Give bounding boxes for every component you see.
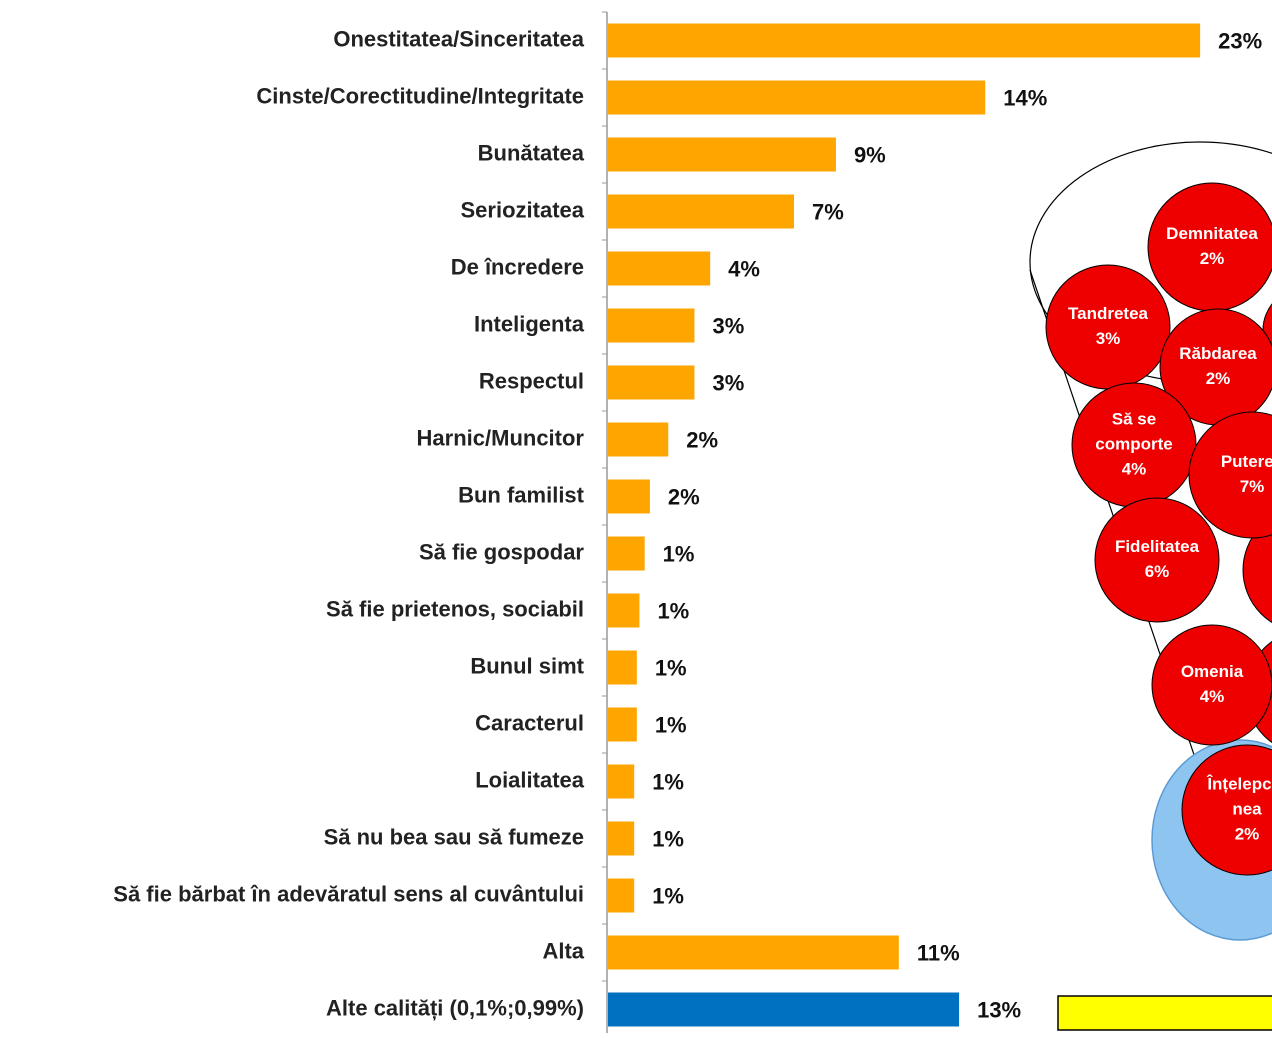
category-label: Să fie gospodar xyxy=(419,539,584,564)
bubble-label: Fidelitatea xyxy=(1115,537,1200,556)
bubble-label: 2% xyxy=(1206,369,1231,388)
bubble xyxy=(1046,265,1170,389)
category-label: Să fie prietenos, sociabil xyxy=(326,596,584,621)
bubble-label: 7% xyxy=(1240,477,1265,496)
bar xyxy=(608,309,694,343)
category-label: Onestitatea/Sinceritatea xyxy=(333,26,584,51)
bar xyxy=(608,81,985,115)
bubble xyxy=(1152,625,1272,745)
category-label: Loialitatea xyxy=(475,767,585,792)
category-label: De încredere xyxy=(451,254,584,279)
value-label: 1% xyxy=(652,883,684,908)
value-label: 7% xyxy=(812,199,844,224)
bubble-label: Răbdarea xyxy=(1179,344,1257,363)
value-label: 9% xyxy=(854,142,886,167)
value-label: 13% xyxy=(977,997,1021,1022)
category-label: Respectul xyxy=(479,368,584,393)
bubble-label: 3% xyxy=(1096,329,1121,348)
value-label: 3% xyxy=(712,313,744,338)
category-label: Seriozitatea xyxy=(461,197,585,222)
bubble-label: 4% xyxy=(1200,687,1225,706)
category-label: Să nu bea sau să fumeze xyxy=(324,824,584,849)
bar xyxy=(608,195,794,229)
value-label: 2% xyxy=(686,427,718,452)
value-label: 2% xyxy=(668,484,700,509)
bubble xyxy=(1148,183,1272,311)
bubble-label: Puterea xyxy=(1221,452,1272,471)
bar xyxy=(608,651,637,685)
category-label: Să fie bărbat în adevăratul sens al cuvâ… xyxy=(113,881,584,906)
bar xyxy=(608,936,899,970)
bar xyxy=(608,765,634,799)
category-label: Inteligenta xyxy=(474,311,585,336)
bubble-label: 2% xyxy=(1235,824,1260,843)
value-label: 3% xyxy=(712,370,744,395)
chart: Demnitatea 2% Tandretea 3% Răbdarea 2% Să se co… xyxy=(0,0,1272,1033)
category-label: Harnic/Muncitor xyxy=(417,425,585,450)
category-label: Bun familist xyxy=(458,482,585,507)
value-label: 23% xyxy=(1218,28,1262,53)
bar xyxy=(608,879,634,913)
category-label: Bunătatea xyxy=(478,140,585,165)
category-label: Caracterul xyxy=(475,710,584,735)
value-label: 1% xyxy=(652,769,684,794)
value-label: 1% xyxy=(652,826,684,851)
bubble-label: Omenia xyxy=(1181,662,1244,681)
bar xyxy=(608,822,634,856)
bubble-label: Să se xyxy=(1112,409,1156,428)
value-label: 4% xyxy=(728,256,760,281)
bar xyxy=(608,24,1200,58)
value-label: 11% xyxy=(917,940,960,965)
bubble-label: nea xyxy=(1232,799,1262,818)
bubble-label: Demnitatea xyxy=(1166,224,1258,243)
value-label: 1% xyxy=(663,541,695,566)
value-label: 1% xyxy=(655,712,687,737)
legend-box xyxy=(1058,996,1272,1030)
value-label: 1% xyxy=(657,598,689,623)
value-label: 14% xyxy=(1003,85,1047,110)
bubble-label: comporte xyxy=(1095,434,1172,453)
bar xyxy=(608,138,836,172)
bar xyxy=(608,423,668,457)
category-label: Alte calități (0,1%;0,99%) xyxy=(326,995,584,1020)
bubble-label: 4% xyxy=(1122,459,1147,478)
bar xyxy=(608,480,650,514)
bar xyxy=(608,537,645,571)
value-label: 1% xyxy=(655,655,687,680)
bar xyxy=(608,708,637,742)
bar xyxy=(608,252,710,286)
bubble-label: Înțelepciu xyxy=(1206,774,1272,793)
bubble-label: Tandretea xyxy=(1068,304,1149,323)
category-label: Cinste/Corectitudine/Integritate xyxy=(256,83,584,108)
bubble-label: 2% xyxy=(1200,249,1225,268)
bar xyxy=(608,993,959,1027)
category-label: Alta xyxy=(542,938,584,963)
bubble xyxy=(1095,498,1219,622)
bar xyxy=(608,366,694,400)
category-label: Bunul simt xyxy=(470,653,584,678)
bar xyxy=(608,594,639,628)
bubble-label: 6% xyxy=(1145,562,1170,581)
